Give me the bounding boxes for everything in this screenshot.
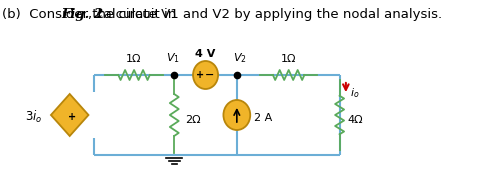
Text: (b)  Consider the circuit in: (b) Consider the circuit in — [2, 8, 180, 21]
Text: 4 V: 4 V — [195, 49, 216, 59]
Circle shape — [193, 61, 218, 89]
Circle shape — [224, 100, 250, 130]
Text: 4Ω: 4Ω — [347, 115, 363, 125]
Text: Fig. 2: Fig. 2 — [61, 8, 104, 21]
Text: +: + — [196, 70, 204, 80]
Text: , calculate V1 and V2 by applying the nodal analysis.: , calculate V1 and V2 by applying the no… — [87, 8, 442, 21]
Text: −: − — [205, 70, 215, 80]
Text: 1Ω: 1Ω — [126, 54, 142, 64]
Text: +: + — [68, 112, 77, 122]
Text: $i_o$: $i_o$ — [350, 86, 360, 100]
Text: 1Ω: 1Ω — [281, 54, 296, 64]
Text: $V_2$: $V_2$ — [233, 51, 246, 65]
Text: $3i_o$: $3i_o$ — [25, 109, 42, 125]
Text: 2Ω: 2Ω — [185, 115, 201, 125]
Polygon shape — [51, 94, 88, 136]
Text: $V_1$: $V_1$ — [165, 51, 180, 65]
Text: 2 A: 2 A — [254, 113, 272, 123]
